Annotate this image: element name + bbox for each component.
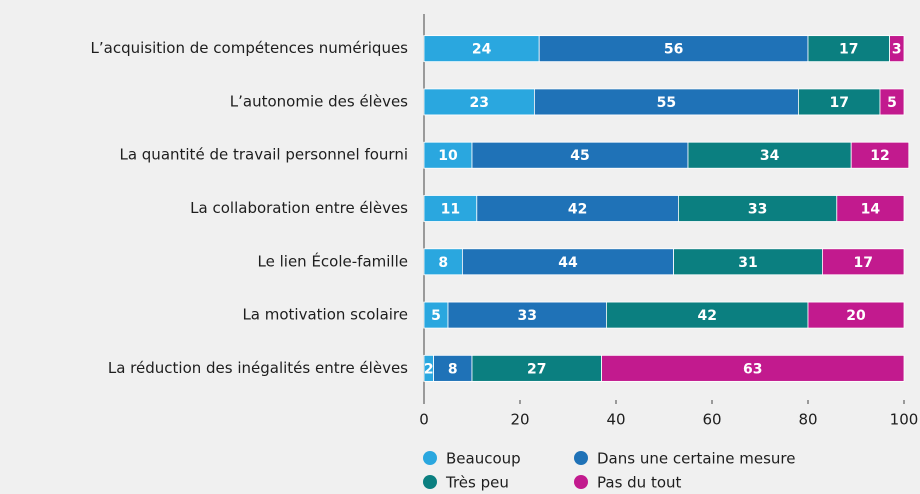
category-label: La quantité de travail personnel fourni [119, 146, 408, 164]
value-label: 8 [438, 255, 448, 271]
bar-segment [423, 301, 449, 329]
value-label: 42 [697, 308, 716, 324]
x-tick-label: 60 [702, 411, 721, 429]
category-label: L’acquisition de compétences numériques [91, 39, 409, 57]
value-label: 56 [664, 42, 683, 58]
bar-segment [673, 248, 823, 276]
bar-segment [447, 301, 607, 329]
value-label: 24 [472, 42, 492, 58]
value-label: 11 [441, 202, 460, 218]
value-label: 33 [748, 202, 767, 218]
x-tick-label: 80 [798, 411, 817, 429]
legend-label: Pas du tout [597, 474, 682, 492]
legend-label: Très peu [445, 474, 509, 492]
value-label: 63 [743, 361, 762, 377]
bar-segment [836, 195, 905, 222]
value-label: 17 [853, 255, 872, 271]
bar-segment [822, 248, 905, 276]
bar-segment [423, 35, 540, 63]
bar-segment [798, 88, 881, 116]
category-label: La réduction des inégalités entre élèves [108, 359, 408, 377]
bar-segment [534, 88, 799, 116]
value-label: 17 [839, 42, 858, 58]
legend-label: Beaucoup [446, 450, 521, 468]
value-label: 12 [870, 148, 889, 164]
value-label: 2 [424, 361, 434, 377]
bar-segment [879, 88, 905, 116]
value-label: 8 [448, 361, 458, 377]
bar-segment [678, 195, 838, 222]
x-tick-label: 20 [510, 411, 529, 429]
value-label: 17 [829, 95, 848, 111]
value-label: 31 [738, 255, 757, 271]
bar-segment [476, 195, 679, 222]
value-label: 44 [558, 255, 578, 271]
value-label: 27 [527, 361, 546, 377]
value-label: 45 [570, 148, 589, 164]
bar-segment [423, 195, 478, 222]
bar-segment [601, 354, 905, 382]
category-label: La motivation scolaire [242, 306, 408, 324]
value-label: 42 [568, 202, 587, 218]
bar-segment [538, 35, 809, 63]
x-tick-label: 40 [606, 411, 625, 429]
x-tick-label: 100 [890, 411, 919, 429]
bar-segment [889, 35, 905, 63]
bar-segment [687, 141, 852, 169]
bar-segment [807, 301, 905, 329]
bar-segment [850, 141, 910, 169]
value-label: 20 [846, 308, 866, 324]
category-label: Le lien École-famille [258, 251, 408, 270]
value-label: 14 [861, 202, 881, 218]
bar-segment [807, 35, 890, 63]
legend-marker [423, 451, 437, 465]
x-tick-label: 0 [419, 411, 429, 429]
bar-segment [423, 248, 463, 276]
value-label: 5 [887, 95, 897, 111]
value-label: 55 [657, 95, 676, 111]
category-label: L’autonomie des élèves [230, 92, 408, 110]
legend-marker [574, 451, 588, 465]
bar-segment [423, 141, 473, 169]
value-label: 3 [892, 42, 902, 58]
category-label: La collaboration entre élèves [190, 199, 408, 217]
value-label: 5 [431, 308, 441, 324]
legend-label: Dans une certaine mesure [597, 450, 795, 468]
legend-marker [423, 475, 437, 489]
bar-segment [471, 141, 689, 169]
bar-segment [423, 88, 535, 116]
bar-segment [461, 248, 674, 276]
value-label: 34 [760, 148, 780, 164]
value-label: 10 [438, 148, 458, 164]
bar-segment [433, 354, 473, 382]
value-label: 33 [517, 308, 536, 324]
value-label: 23 [469, 95, 488, 111]
legend-marker [574, 475, 588, 489]
